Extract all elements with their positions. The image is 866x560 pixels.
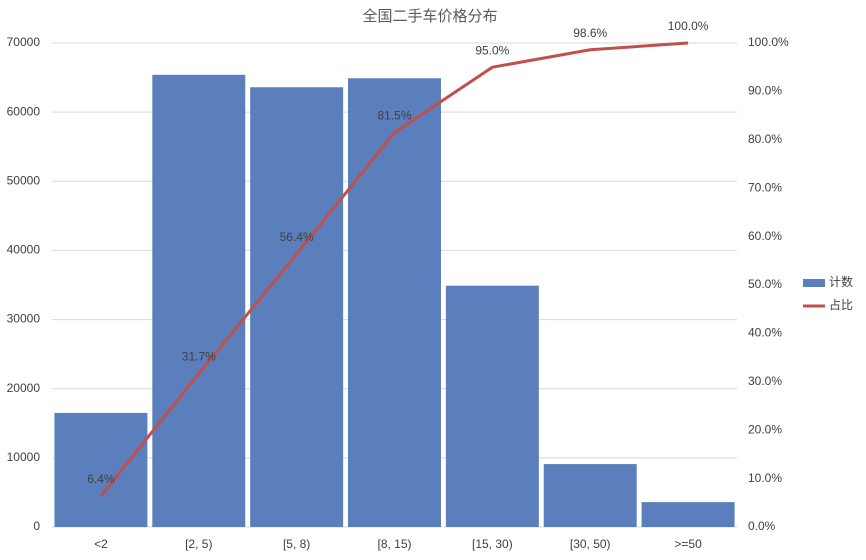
- y2-tick-label: 50.0%: [748, 277, 782, 291]
- bar: [54, 412, 148, 527]
- x-tick-label: [2, 5): [185, 537, 212, 551]
- data-label: 95.0%: [475, 43, 509, 57]
- y-tick-label: 70000: [7, 35, 41, 49]
- data-label: 98.6%: [573, 26, 607, 40]
- y2-tick-label: 100.0%: [748, 35, 789, 49]
- y2-tick-label: 30.0%: [748, 374, 782, 388]
- y-tick-label: 10000: [7, 450, 41, 464]
- bar: [348, 78, 441, 528]
- data-label: 81.5%: [377, 109, 411, 123]
- chart-title: 全国二手车价格分布: [362, 7, 497, 25]
- data-label: 31.7%: [182, 350, 216, 364]
- bar: [152, 74, 246, 527]
- bar: [543, 464, 637, 527]
- y-tick-label: 0: [33, 519, 40, 533]
- x-tick-label: >=50: [674, 537, 702, 551]
- data-label: 100.0%: [668, 19, 709, 33]
- legend-label: 计数: [829, 274, 853, 289]
- line: [99, 41, 689, 497]
- x-tick-label: [8, 15): [377, 537, 411, 551]
- y2-tick-label: 10.0%: [748, 471, 782, 485]
- y-tick-label: 60000: [7, 104, 41, 118]
- bar: [445, 285, 539, 527]
- y-tick-label: 30000: [7, 312, 41, 326]
- y-tick-label: 20000: [7, 381, 41, 395]
- data-label: 56.4%: [280, 230, 314, 244]
- data-label: 6.4%: [87, 472, 115, 486]
- bar: [641, 502, 735, 527]
- y2-tick-label: 70.0%: [748, 180, 782, 194]
- x-tick-label: [15, 30): [472, 537, 513, 551]
- x-tick-label: <2: [94, 537, 108, 551]
- y-tick-label: 50000: [7, 173, 41, 187]
- bar: [250, 87, 344, 527]
- y2-tick-label: 90.0%: [748, 84, 782, 98]
- legend-label: 占比: [829, 297, 853, 312]
- y2-tick-label: 0.0%: [748, 519, 776, 533]
- y2-tick-label: 20.0%: [748, 422, 782, 436]
- x-tick-label: [5, 8): [283, 537, 310, 551]
- legend-swatch: [803, 279, 825, 287]
- y-tick-label: 40000: [7, 243, 41, 257]
- y2-tick-label: 80.0%: [748, 132, 782, 146]
- y2-tick-label: 60.0%: [748, 229, 782, 243]
- x-tick-label: [30, 50): [570, 537, 611, 551]
- y2-tick-label: 40.0%: [748, 326, 782, 340]
